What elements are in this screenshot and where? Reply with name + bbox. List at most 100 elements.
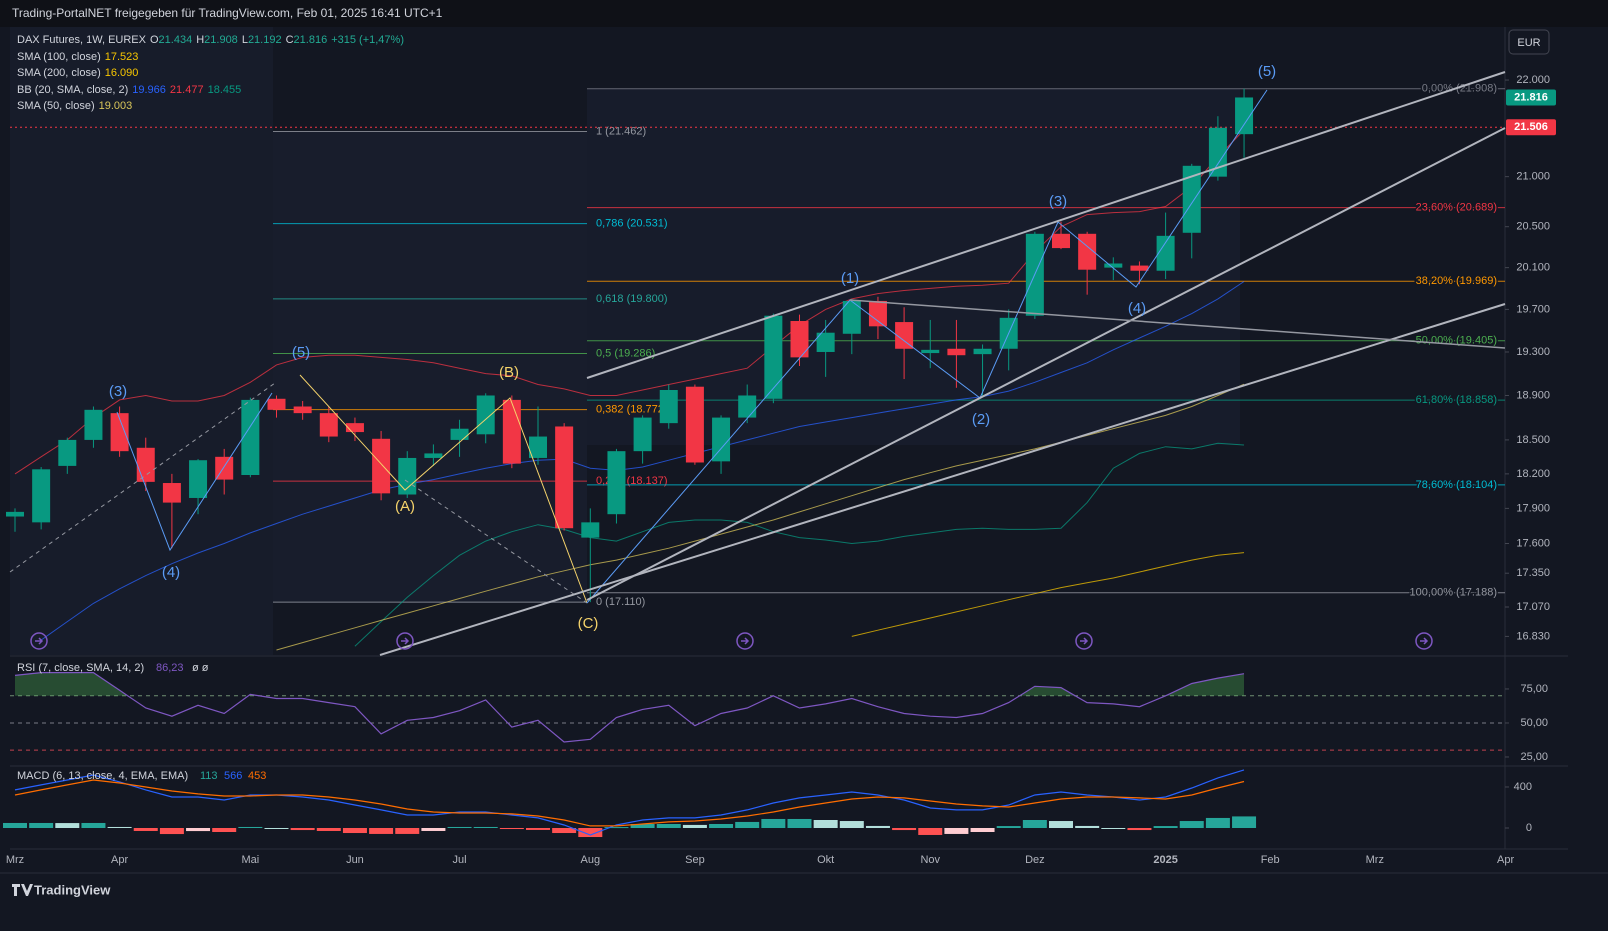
macd-histogram-bar	[865, 825, 890, 828]
trend-line	[586, 127, 1506, 601]
rsi-line	[14, 672, 1245, 743]
fib-label: 23,60% (20.689)	[1416, 202, 1497, 214]
macd-histogram-bar	[421, 828, 446, 831]
y-tick-label: 25,00	[1520, 751, 1548, 763]
candle-body	[790, 321, 809, 358]
drawings	[9, 71, 1506, 656]
indicator-line	[354, 442, 1245, 647]
macd-value: 566	[224, 770, 242, 782]
x-tick-label: Sep	[685, 854, 705, 866]
macd-histogram-bar	[1101, 828, 1126, 829]
macd-histogram-bar	[1022, 820, 1047, 828]
macd-histogram-bar	[29, 822, 54, 828]
candle-body	[6, 511, 24, 517]
fib-label: 0,5 (19.286)	[596, 347, 655, 359]
candle-body	[1130, 265, 1149, 271]
macd-histogram-bar	[369, 828, 394, 834]
candle-body	[58, 439, 77, 466]
wave-label: (4)	[1128, 300, 1146, 317]
x-tick-label: Jun	[346, 854, 364, 866]
candle-body	[947, 348, 966, 356]
price-tag	[1506, 119, 1556, 136]
y-tick-label: 16.830	[1516, 630, 1550, 642]
macd-histogram-bar	[735, 821, 760, 828]
candle-body	[1208, 127, 1227, 177]
candle-body	[607, 451, 626, 515]
x-tick-label: Mai	[241, 854, 259, 866]
candle-body	[895, 322, 914, 349]
ohlc-value: 21.908	[204, 34, 238, 46]
wave-label: (A)	[395, 498, 415, 515]
x-tick-label: Mrz	[6, 854, 24, 866]
brand-name: TradingView	[34, 882, 111, 897]
macd-histogram-bar	[526, 828, 550, 830]
ohlc-key: C	[285, 34, 294, 46]
ohlc-key: H	[196, 34, 205, 46]
legend-row: BB (20, SMA, close, 2) 19.966 21.477 18.455	[17, 82, 408, 99]
y-tick-label: 19.700	[1516, 303, 1550, 315]
macd-histogram-bar	[1127, 828, 1152, 831]
legend-row: DAX Futures, 1W, EUREX O21.434 H21.908 L21.…	[17, 32, 408, 49]
macd-histogram-bar	[81, 822, 106, 828]
candle-body	[712, 417, 731, 462]
macd-histogram-bar	[1153, 826, 1178, 828]
candle-body	[738, 395, 757, 418]
macd-histogram-bar	[3, 822, 27, 828]
macd-histogram-bar	[212, 828, 237, 832]
fib-label: 38,20% (19.969)	[1416, 275, 1497, 287]
wave-label: (3)	[109, 383, 127, 400]
wave-line	[586, 89, 1268, 604]
y-tick-label: 22.000	[1516, 74, 1550, 86]
candle-body	[162, 483, 181, 503]
macd-histogram-bar	[447, 826, 472, 828]
macd-value: 453	[248, 770, 266, 782]
macd-histogram-bar	[892, 828, 917, 831]
indicator-value: 17.523	[104, 50, 139, 63]
price-tag-label: 21.816	[1514, 91, 1548, 103]
macd-histogram-bar	[552, 828, 577, 834]
header-text: Trading-PortalNET freigegeben für Tradin…	[12, 6, 443, 20]
candle-body	[868, 300, 887, 327]
macd-histogram-bar	[944, 828, 969, 834]
y-tick-label: 0	[1526, 822, 1532, 834]
macd-histogram-bar	[839, 821, 864, 828]
fib-label: 0,382 (18.772)	[596, 404, 668, 416]
trend-line	[586, 71, 1506, 379]
candle-body	[555, 426, 574, 529]
x-tick-label: Okt	[817, 854, 834, 866]
fib-label: 0,786 (20.531)	[596, 217, 668, 229]
candle-body	[1156, 235, 1175, 271]
y-tick-label: 18.900	[1516, 389, 1550, 401]
y-tick-label: 20.100	[1516, 262, 1550, 274]
macd-histogram-bar	[1232, 816, 1257, 828]
candle-body	[529, 436, 547, 458]
macd-histogram-bar	[630, 824, 655, 828]
candle-body	[973, 348, 992, 355]
legend-row: SMA (200, close) 16.090	[17, 65, 408, 82]
wave-label: (2)	[972, 411, 990, 428]
candle-body	[659, 389, 678, 424]
range-box	[10, 27, 273, 655]
fib-label: 0,00% (21.908)	[1422, 83, 1497, 95]
candle-body	[921, 349, 940, 354]
indicator-name: SMA (50, close)	[17, 100, 95, 113]
y-tick-label: 19.300	[1516, 346, 1550, 358]
macd-histogram-bar	[264, 828, 289, 829]
macd-histogram-bar	[970, 828, 995, 832]
macd-histogram-bar	[159, 828, 184, 835]
wave-label: (5)	[1258, 63, 1276, 80]
candle-body	[372, 438, 391, 494]
macd-histogram-bar	[290, 828, 315, 831]
candle-body	[476, 395, 495, 435]
price-tag	[1506, 89, 1556, 106]
currency-button[interactable]	[1508, 29, 1550, 55]
candle-body	[345, 423, 364, 433]
brand-logo	[12, 884, 33, 896]
indicator-line	[851, 552, 1245, 637]
rsi-overbought-fill	[15, 672, 1245, 696]
indicator-value: 16.090	[104, 67, 139, 80]
candle-body	[136, 447, 155, 482]
candle-body	[1052, 233, 1070, 249]
wave-label: (1)	[841, 270, 859, 287]
macd-histogram-bar	[342, 828, 367, 834]
